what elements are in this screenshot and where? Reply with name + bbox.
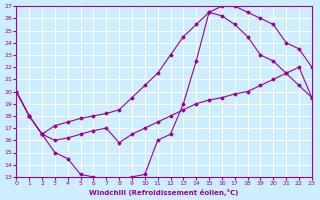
X-axis label: Windchill (Refroidissement éolien,°C): Windchill (Refroidissement éolien,°C) <box>89 189 239 196</box>
